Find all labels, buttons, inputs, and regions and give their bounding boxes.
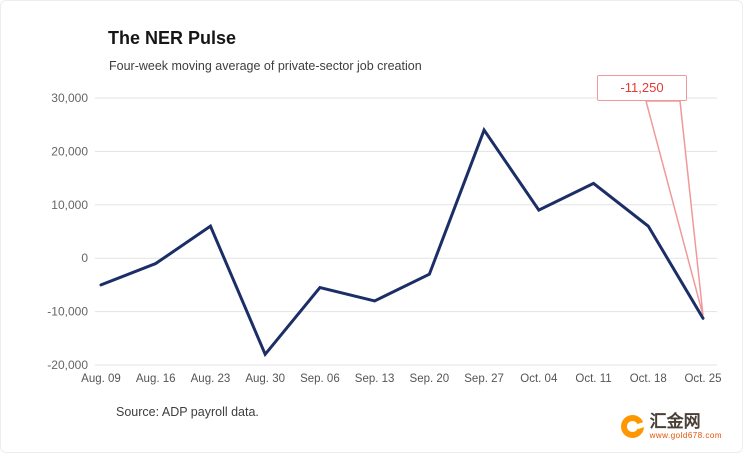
svg-text:Sep. 06: Sep. 06 — [300, 373, 340, 385]
svg-text:Oct. 18: Oct. 18 — [630, 373, 667, 385]
svg-text:Oct. 25: Oct. 25 — [684, 373, 721, 385]
brand-name: 汇金网 — [649, 411, 701, 431]
svg-text:Oct. 11: Oct. 11 — [575, 373, 611, 385]
svg-text:Aug. 16: Aug. 16 — [136, 373, 176, 385]
svg-text:Sep. 27: Sep. 27 — [464, 373, 504, 385]
svg-text:Sep. 20: Sep. 20 — [410, 373, 450, 385]
source-note: Source: ADP payroll data. — [116, 405, 259, 419]
svg-text:20,000: 20,000 — [51, 144, 88, 158]
svg-text:Aug. 09: Aug. 09 — [81, 373, 121, 385]
svg-text:Aug. 30: Aug. 30 — [245, 373, 285, 385]
value-callout: -11,250 — [597, 75, 687, 101]
brand-logo: 汇金网 www.gold678.com — [620, 411, 722, 440]
chart-title: The NER Pulse — [108, 28, 237, 48]
svg-text:-20,000: -20,000 — [47, 358, 88, 372]
brand-text: 汇金网 www.gold678.com — [649, 411, 722, 440]
svg-text:Oct. 04: Oct. 04 — [520, 373, 558, 385]
chart-subtitle: Four-week moving average of private-sect… — [109, 59, 422, 73]
brand-ring-icon — [620, 414, 646, 438]
svg-text:Sep. 13: Sep. 13 — [355, 373, 395, 385]
svg-text:Aug. 23: Aug. 23 — [191, 373, 231, 385]
svg-text:-10,000: -10,000 — [47, 305, 88, 319]
brand-url: www.gold678.com — [649, 430, 722, 440]
svg-text:0: 0 — [81, 251, 88, 265]
svg-text:10,000: 10,000 — [51, 198, 88, 212]
svg-text:30,000: 30,000 — [51, 91, 88, 105]
ring-notch — [636, 421, 646, 429]
